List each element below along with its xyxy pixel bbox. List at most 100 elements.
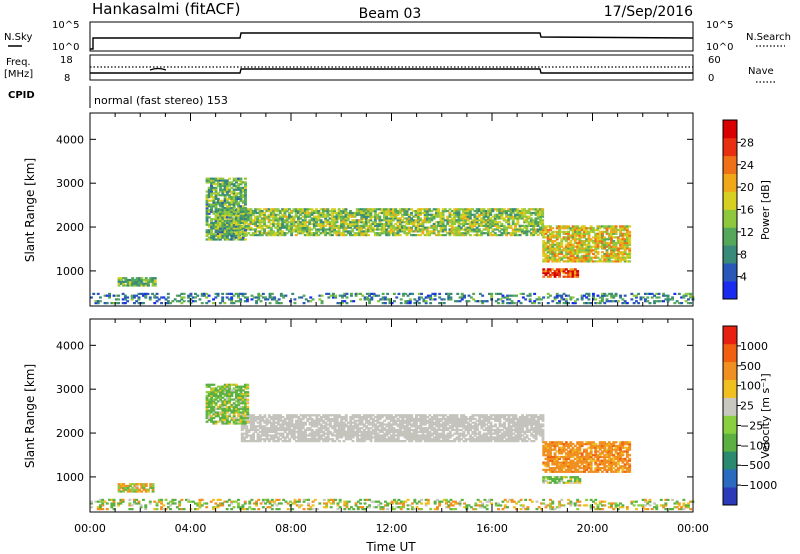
scatter-cell — [304, 428, 307, 432]
scatter-cell — [455, 423, 459, 426]
scatter-cell — [252, 428, 255, 432]
scatter-cell — [562, 256, 566, 259]
scatter-cell — [585, 252, 589, 256]
scatter-cell — [369, 421, 373, 424]
scatter-cell — [317, 421, 321, 424]
scatter-cell — [527, 224, 531, 227]
scatter-cell — [281, 213, 285, 216]
scatter-cell — [466, 432, 470, 435]
scatter-cell — [349, 230, 352, 233]
scatter-cell — [317, 224, 321, 227]
scatter-cell — [401, 432, 405, 435]
scatter-cell — [245, 425, 249, 428]
scatter-cell — [249, 215, 253, 218]
scatter-cell — [471, 221, 474, 224]
scatter-cell — [666, 294, 670, 297]
scatter-cell — [408, 427, 411, 430]
scatter-cell — [383, 224, 386, 227]
scatter-cell — [290, 230, 294, 233]
scatter-cell — [367, 427, 371, 430]
scatter-cell — [295, 436, 298, 439]
scatter-cell — [564, 252, 568, 256]
scatter-cell — [481, 302, 485, 305]
scatter-cell — [507, 232, 511, 235]
scatter-cell — [223, 203, 227, 206]
scatter-cell — [603, 225, 607, 228]
scatter-cell — [507, 427, 511, 430]
scatter-cell — [491, 208, 495, 211]
scatter-cell — [364, 210, 368, 213]
scatter-cell — [365, 434, 368, 437]
scatter-cell — [482, 213, 486, 216]
scatter-cell — [237, 227, 241, 230]
scatter-cell — [333, 414, 337, 417]
scatter-cell — [340, 219, 343, 222]
scatter-cell — [205, 229, 209, 232]
scatter-cell — [328, 423, 332, 426]
scatter-cell — [585, 292, 589, 295]
scatter-cell — [401, 430, 405, 433]
scatter-cell — [263, 219, 266, 222]
scatter-cell — [514, 230, 517, 233]
scatter-cell — [367, 416, 371, 419]
scatter-cell — [364, 222, 368, 226]
scatter-cell — [551, 243, 555, 246]
scatter-cell — [549, 273, 552, 276]
scatter-cell — [266, 298, 270, 301]
scatter-cell — [297, 215, 300, 218]
scatter-cell — [448, 230, 452, 233]
scatter-cell — [555, 270, 559, 273]
scatter-cell — [437, 436, 441, 439]
scatter-cell — [358, 228, 361, 231]
scatter-cell — [269, 226, 273, 229]
scatter-cell — [286, 436, 289, 439]
scatter-cell — [378, 221, 382, 224]
scatter-cell — [353, 414, 357, 417]
scatter-cell — [396, 436, 400, 439]
scatter-cell — [558, 245, 561, 248]
scatter-cell — [252, 423, 255, 426]
scatter-cell — [509, 436, 513, 439]
scatter-cell — [326, 427, 330, 430]
scatter-cell — [689, 294, 693, 297]
scatter-cell — [564, 249, 568, 252]
scatter-cell — [214, 183, 218, 186]
scatter-cell — [373, 210, 377, 213]
scatter-cell — [276, 440, 280, 443]
scatter-cell — [367, 428, 371, 432]
scatter-cell — [502, 211, 506, 215]
scatter-cell — [247, 434, 251, 437]
scatter-cell — [509, 417, 513, 421]
scatter-cell — [237, 179, 241, 182]
scatter-cell — [423, 208, 427, 211]
scatter-cell — [621, 256, 625, 259]
scatter-cell — [455, 219, 459, 222]
scatter-cell — [428, 438, 432, 441]
scatter-cell — [360, 430, 364, 433]
scatter-cell — [614, 245, 618, 248]
scatter-cell — [516, 234, 520, 237]
scatter-cell — [219, 223, 222, 226]
scatter-cell — [471, 208, 474, 211]
scatter-cell — [489, 430, 493, 433]
scatter-cell — [439, 211, 443, 215]
scatter-cell — [256, 421, 260, 424]
scatter-cell — [432, 222, 436, 226]
scatter-cell — [299, 222, 303, 226]
scatter-cell — [520, 230, 524, 233]
scatter-cell — [205, 302, 209, 305]
scatter-cell — [338, 427, 341, 430]
scatter-cell — [546, 249, 550, 252]
scatter-cell — [469, 434, 472, 437]
scatter-cell — [612, 229, 616, 232]
scatter-cell — [356, 427, 359, 430]
scatter-cell — [237, 219, 241, 223]
scatter-cell — [265, 210, 269, 213]
scatter-cell — [460, 425, 463, 428]
scatter-cell — [310, 208, 314, 211]
scatter-cell — [493, 221, 497, 224]
scatter-cell — [360, 230, 364, 233]
scatter-cell — [260, 224, 264, 227]
scatter-cell — [459, 226, 463, 229]
scatter-cell — [560, 256, 564, 259]
